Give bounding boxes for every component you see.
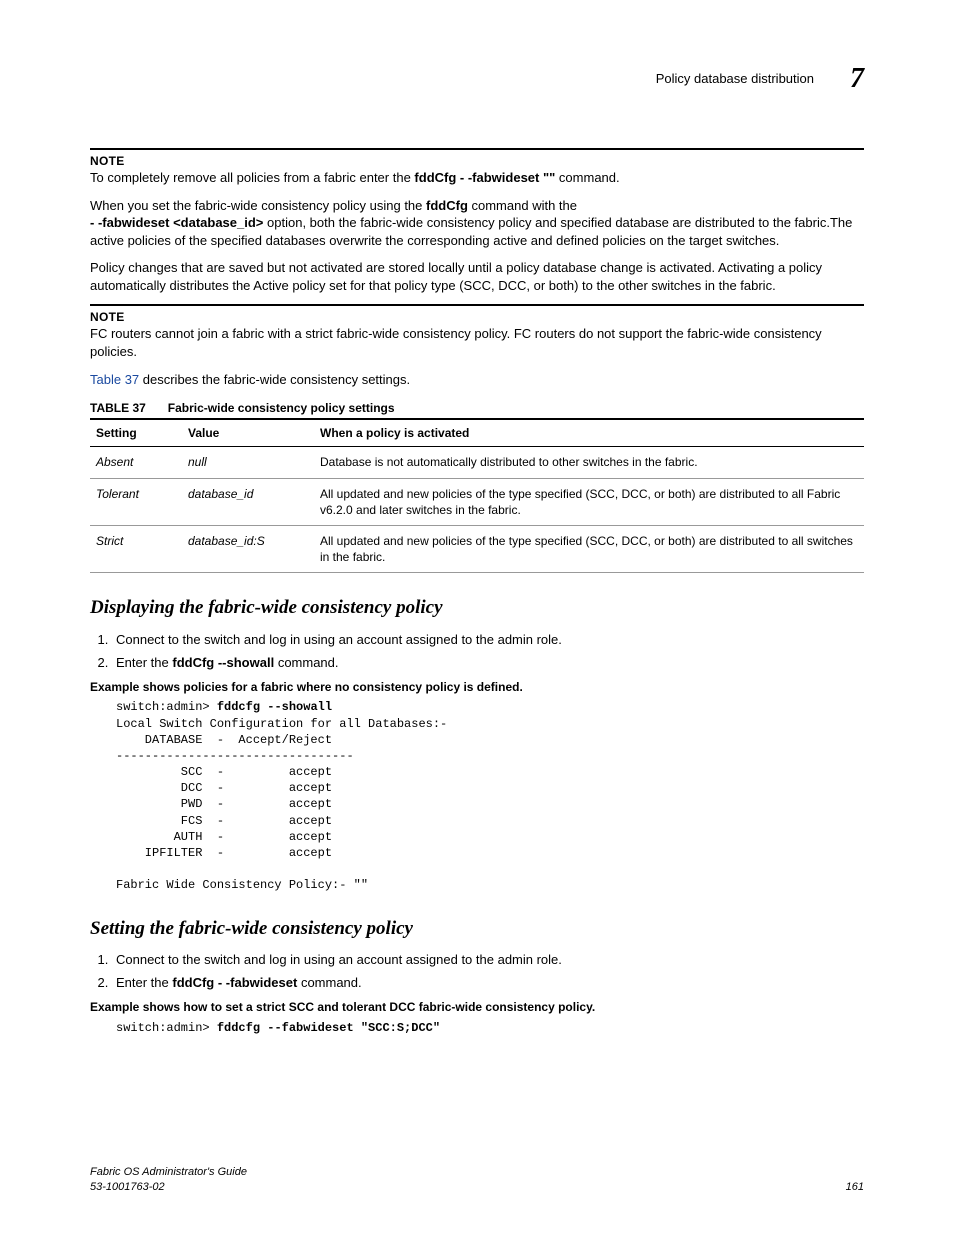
text: command. bbox=[297, 975, 361, 990]
cell-setting: Absent bbox=[90, 447, 182, 478]
code-output: Local Switch Configuration for all Datab… bbox=[116, 717, 447, 893]
note-label: NOTE bbox=[90, 309, 864, 325]
table-row: Absent null Database is not automaticall… bbox=[90, 447, 864, 478]
xref-link[interactable]: Table 37 bbox=[90, 372, 139, 387]
inline-cmd: fddCfg --showall bbox=[172, 655, 274, 670]
step-list: Connect to the switch and log in using a… bbox=[90, 951, 864, 991]
step-item: Connect to the switch and log in using a… bbox=[112, 951, 864, 969]
table-row: Strict database_id:S All updated and new… bbox=[90, 526, 864, 573]
note-text: command. bbox=[555, 170, 619, 185]
inline-cmd: fddCfg bbox=[172, 975, 217, 990]
footer-book: Fabric OS Administrator's Guide bbox=[90, 1165, 247, 1180]
cell-desc: All updated and new policies of the type… bbox=[314, 526, 864, 573]
inline-cmd: - -fabwideset "" bbox=[460, 170, 555, 185]
divider bbox=[90, 148, 864, 150]
page-number: 161 bbox=[846, 1180, 864, 1195]
cell-setting: Tolerant bbox=[90, 478, 182, 525]
text: command. bbox=[274, 655, 338, 670]
paragraph: When you set the fabric-wide consistency… bbox=[90, 197, 864, 250]
inline-cmd: - -fabwideset bbox=[218, 975, 297, 990]
table-caption: TABLE 37 Fabric-wide consistency policy s… bbox=[90, 400, 864, 416]
code-block: switch:admin> fddcfg --fabwideset "SCC:S… bbox=[116, 1020, 864, 1036]
code-cmd: fddcfg --fabwideset "SCC:S;DCC" bbox=[217, 1021, 440, 1035]
inline-cmd: - -fabwideset <database_id> bbox=[90, 215, 263, 230]
col-header: Value bbox=[182, 419, 314, 447]
text: describes the fabric-wide consistency se… bbox=[139, 372, 410, 387]
footer-docnum: 53-1001763-02 bbox=[90, 1180, 247, 1195]
table-header-row: Setting Value When a policy is activated bbox=[90, 419, 864, 447]
prompt: switch:admin> bbox=[116, 1021, 217, 1035]
text: Enter the bbox=[116, 975, 172, 990]
footer-left: Fabric OS Administrator's Guide 53-10017… bbox=[90, 1165, 247, 1195]
paragraph: Table 37 describes the fabric-wide consi… bbox=[90, 371, 864, 389]
section-heading: Displaying the fabric-wide consistency p… bbox=[90, 595, 864, 621]
prompt: switch:admin> bbox=[116, 700, 217, 714]
header-section-title: Policy database distribution bbox=[656, 70, 814, 88]
cell-value: database_id bbox=[182, 478, 314, 525]
note-body: FC routers cannot join a fabric with a s… bbox=[90, 325, 864, 360]
note-body: To completely remove all policies from a… bbox=[90, 169, 864, 187]
text: command with the bbox=[468, 198, 577, 213]
cell-desc: All updated and new policies of the type… bbox=[314, 478, 864, 525]
text: Enter the bbox=[116, 655, 172, 670]
code-cmd: fddcfg --showall bbox=[217, 700, 332, 714]
section-heading: Setting the fabric-wide consistency poli… bbox=[90, 916, 864, 942]
step-item: Enter the fddCfg - -fabwideset command. bbox=[112, 974, 864, 992]
page: Policy database distribution 7 NOTE To c… bbox=[0, 0, 954, 1235]
cell-value: database_id:S bbox=[182, 526, 314, 573]
inline-cmd: fddCfg bbox=[426, 198, 468, 213]
page-footer: Fabric OS Administrator's Guide 53-10017… bbox=[90, 1165, 864, 1195]
cell-value: null bbox=[182, 447, 314, 478]
step-item: Connect to the switch and log in using a… bbox=[112, 631, 864, 649]
table-number: TABLE 37 bbox=[90, 401, 146, 415]
inline-cmd: fddCfg bbox=[414, 170, 459, 185]
divider bbox=[90, 304, 864, 306]
example-label: Example shows how to set a strict SCC an… bbox=[90, 999, 864, 1015]
chapter-number: 7 bbox=[850, 60, 864, 98]
col-header: Setting bbox=[90, 419, 182, 447]
paragraph: Policy changes that are saved but not ac… bbox=[90, 259, 864, 294]
cell-desc: Database is not automatically distribute… bbox=[314, 447, 864, 478]
step-list: Connect to the switch and log in using a… bbox=[90, 631, 864, 671]
step-item: Enter the fddCfg --showall command. bbox=[112, 654, 864, 672]
note-label: NOTE bbox=[90, 153, 864, 169]
note-text: To completely remove all policies from a… bbox=[90, 170, 414, 185]
col-header: When a policy is activated bbox=[314, 419, 864, 447]
table-row: Tolerant database_id All updated and new… bbox=[90, 478, 864, 525]
text: When you set the fabric-wide consistency… bbox=[90, 198, 426, 213]
code-block: switch:admin> fddcfg --showall Local Swi… bbox=[116, 699, 864, 893]
example-label: Example shows policies for a fabric wher… bbox=[90, 679, 864, 695]
cell-setting: Strict bbox=[90, 526, 182, 573]
page-header: Policy database distribution 7 bbox=[90, 60, 864, 98]
policy-table: Setting Value When a policy is activated… bbox=[90, 418, 864, 573]
table-title: Fabric-wide consistency policy settings bbox=[168, 401, 395, 415]
